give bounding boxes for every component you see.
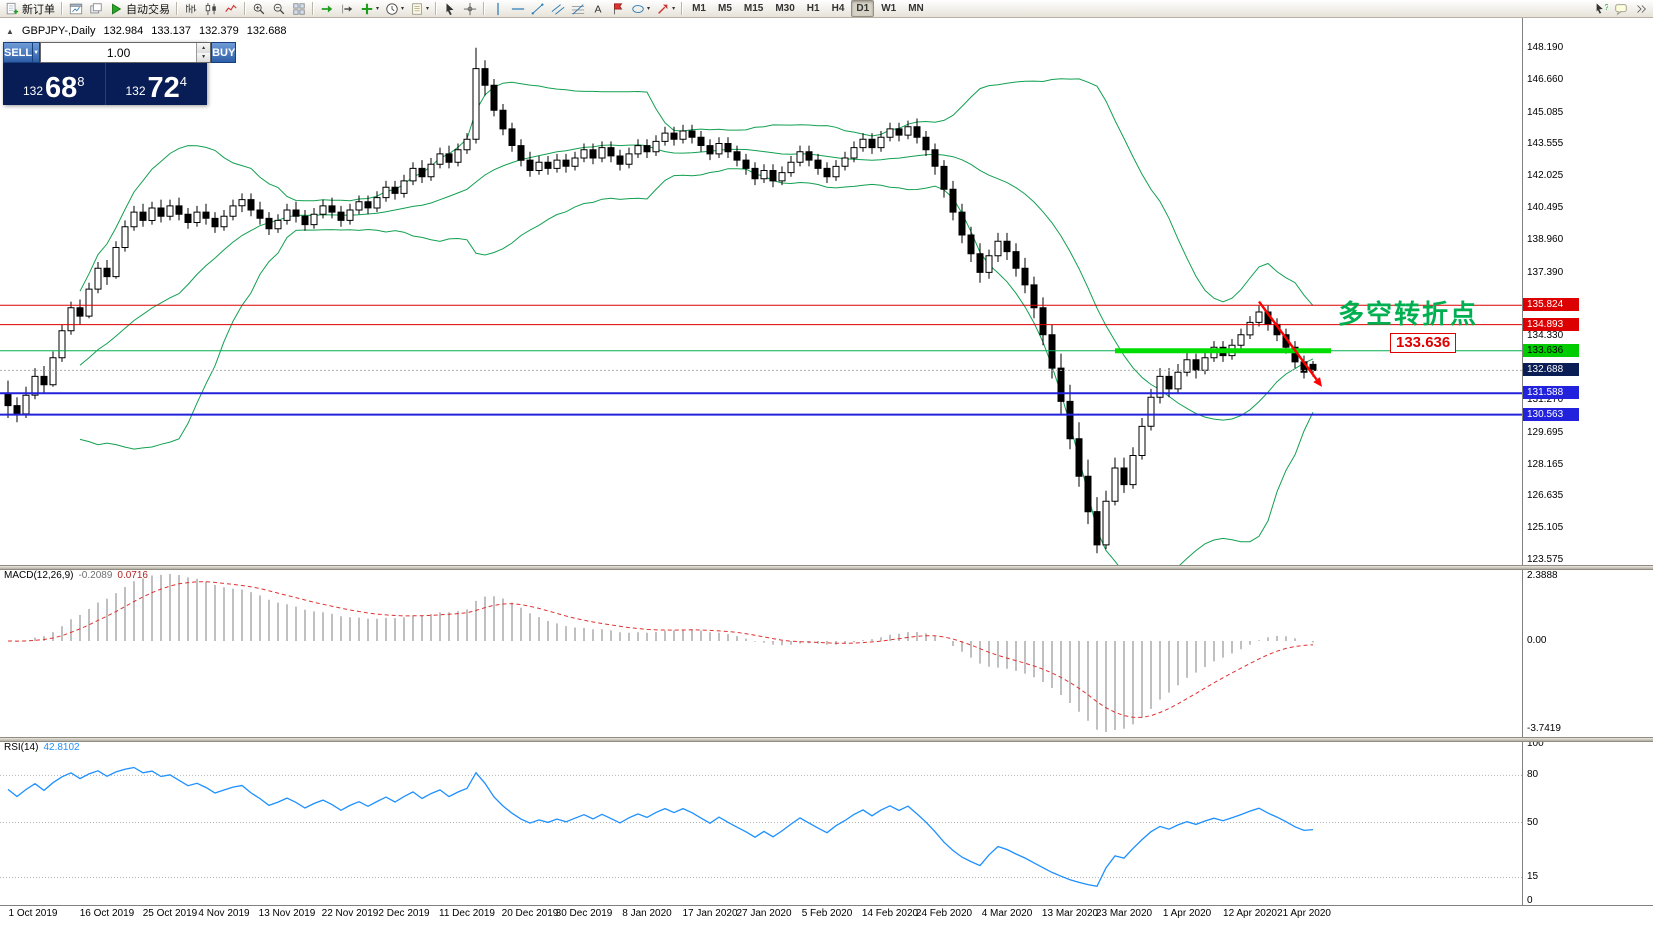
crosshair-icon[interactable] [460,0,480,18]
volume-up-icon[interactable] [197,43,211,53]
one-click-trading-panel: SELL BUY 132 68 8 132 72 4 [3,42,237,105]
shapes-icon[interactable]: ▾ [628,0,653,18]
sell-price[interactable]: 132 68 8 [3,63,106,105]
chart-shift-icon[interactable] [337,0,357,18]
buy-price-sup: 4 [179,74,188,89]
auto-scroll-icon[interactable] [317,0,337,18]
arrow-label-icon[interactable] [608,0,628,18]
toolbar-separator [176,2,178,15]
new-order-button[interactable]: 新订单 [2,0,58,18]
buy-price-small: 132 [125,84,146,98]
macd-name: MACD(12,26,9) [4,570,74,581]
indicators-icon[interactable]: ▾ [357,0,382,18]
ohlc-close: 132.688 [246,25,287,37]
order-type-dropdown[interactable] [33,42,41,63]
timeframe-h1-button[interactable]: H1 [806,3,820,14]
sell-price-big: 68 [45,72,78,104]
sell-price-small: 132 [22,84,44,98]
macd-signal-value: 0.0716 [117,570,148,581]
templates-icon[interactable]: ▾ [407,0,432,18]
rsi-label: RSI(14) 42.8102 [4,742,80,753]
ohlc-low: 132.379 [199,25,239,37]
community-icon[interactable] [1611,0,1631,18]
volume-input[interactable] [41,43,197,62]
timeframe-m1-button[interactable]: M1 [692,3,706,14]
tile-windows-icon[interactable] [289,0,309,18]
toolbar-right-group: ? [1591,0,1651,18]
chart-symbol: GBPJPY-,Daily [21,25,96,37]
macd-main-value: -0.2089 [78,570,113,581]
toolbar-overflow-icon[interactable] [1631,0,1651,18]
toolbar-separator [61,2,63,15]
arrows-icon[interactable]: ▾ [653,0,678,18]
vertical-line-icon[interactable] [488,0,508,18]
timeframe-w1-button[interactable]: W1 [881,3,897,14]
periods-icon[interactable]: ▾ [382,0,407,18]
timeframe-m30-button[interactable]: M30 [775,3,795,14]
sell-price-sup: 8 [77,74,85,89]
trendline-icon[interactable] [528,0,548,18]
annotation-text: 多空转折点 [1338,299,1479,329]
text-icon[interactable]: A [588,0,608,18]
panel-splitter[interactable] [0,737,1653,742]
candlestick-chart-icon[interactable] [201,0,221,18]
horizontal-line-icon[interactable] [508,0,528,18]
fibonacci-icon[interactable] [568,0,588,18]
svg-text:A: A [595,3,602,15]
timeframe-d1-button[interactable]: D1 [851,0,875,17]
toolbar-separator [681,2,684,15]
help-cursor-icon[interactable]: ? [1591,0,1611,18]
buy-price[interactable]: 132 72 4 [106,63,208,105]
toolbar-separator [244,2,246,15]
chart-title: ▲ GBPJPY-,Daily 132.984 133.137 132.379 … [6,25,287,37]
line-chart-icon[interactable] [221,0,241,18]
buy-price-big: 72 [147,72,180,104]
chart-symbol-icon: ▲ [6,26,14,36]
buy-button[interactable]: BUY [211,42,237,63]
chart-window-icon[interactable] [66,0,86,18]
svg-text:?: ? [1605,2,1609,11]
bar-chart-icon[interactable] [181,0,201,18]
channel-icon[interactable] [548,0,568,18]
timeframe-mn-button[interactable]: MN [908,3,924,14]
profiles-icon[interactable] [86,0,106,18]
zoom-out-icon[interactable] [269,0,289,18]
cursor-icon[interactable] [440,0,460,18]
timeframe-m15-button[interactable]: M15 [743,3,764,14]
ohlc-open: 132.984 [103,25,144,37]
zoom-in-icon[interactable] [249,0,269,18]
ohlc-high: 133.137 [151,25,192,37]
timeframe-m5-button[interactable]: M5 [717,3,732,14]
macd-label: MACD(12,26,9) -0.2089 0.0716 [4,570,148,581]
timeframe-h4-button[interactable]: H4 [831,3,845,14]
rsi-value: 42.8102 [43,742,80,753]
autotrading-button[interactable]: 自动交易 [106,0,173,18]
toolbar-separator [483,2,486,15]
sell-button[interactable]: SELL [3,42,34,63]
toolbar-separator [312,2,314,15]
rsi-name: RSI(14) [4,742,39,753]
panel-splitter[interactable] [0,565,1653,570]
volume-stepper[interactable] [196,43,211,62]
volume-down-icon[interactable] [197,52,211,62]
price-tag-label: 133.636 [1390,333,1457,353]
toolbar-separator [435,2,438,15]
